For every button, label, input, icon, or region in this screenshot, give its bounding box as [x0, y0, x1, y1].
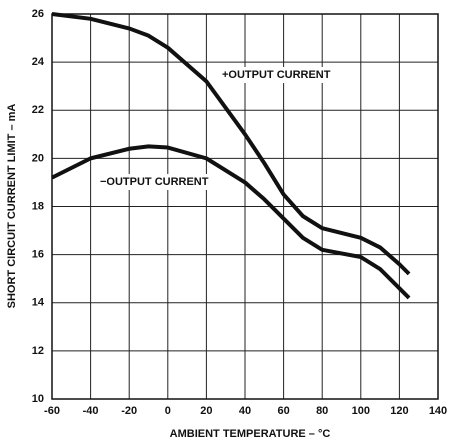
x-tick-label: 80 [316, 405, 328, 417]
y-tick-label: 24 [32, 56, 45, 68]
y-tick-label: 26 [32, 8, 44, 20]
x-tick-label: 0 [165, 405, 171, 417]
y-tick-label: 18 [32, 200, 44, 212]
y-tick-label: 10 [32, 393, 44, 405]
x-tick-label: 40 [239, 405, 251, 417]
y-axis-label: SHORT CIRCUIT CURRENT LIMIT – mA [6, 104, 18, 309]
y-tick-label: 14 [32, 297, 45, 309]
x-tick-label: 100 [352, 405, 370, 417]
x-tick-label: 140 [429, 405, 447, 417]
label-bg [219, 67, 334, 83]
x-tick-label: 20 [200, 405, 212, 417]
x-axis-label: AMBIENT TEMPERATURE – °C [170, 428, 331, 440]
series-label: −OUTPUT CURRENT [100, 176, 209, 188]
y-tick-label: 12 [32, 345, 44, 357]
series-label: +OUTPUT CURRENT [222, 69, 331, 81]
y-tick-label: 16 [32, 249, 44, 261]
line-series [51, 144, 411, 300]
x-tick-label: 60 [277, 405, 289, 417]
y-tick-label: 22 [32, 104, 44, 116]
y-tick-label: 20 [32, 152, 44, 164]
x-tick-label: -20 [121, 405, 137, 417]
x-tick-label: -60 [44, 405, 60, 417]
x-tick-label: -40 [83, 405, 99, 417]
line-series [51, 12, 411, 276]
x-tick-label: 120 [390, 405, 408, 417]
label-bg [97, 174, 212, 190]
plot-frame [51, 13, 439, 400]
